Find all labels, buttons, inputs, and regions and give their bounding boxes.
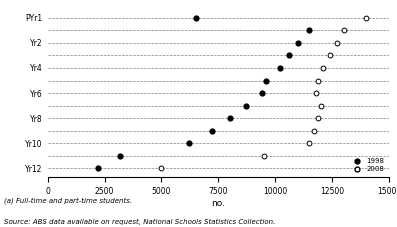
Point — [333, 41, 340, 45]
Point — [315, 116, 322, 120]
Point — [261, 154, 267, 158]
Point — [311, 129, 317, 133]
Point — [158, 166, 165, 170]
Point — [306, 141, 312, 145]
Point — [277, 66, 283, 70]
Point — [363, 16, 370, 20]
Point — [306, 29, 312, 32]
Point — [227, 116, 233, 120]
Point — [185, 141, 192, 145]
Point — [340, 29, 347, 32]
Point — [295, 41, 301, 45]
Point — [286, 54, 292, 57]
Point — [243, 104, 249, 107]
Text: Source: ABS data available on request, National Schools Statistics Collection.: Source: ABS data available on request, N… — [4, 219, 276, 225]
Point — [263, 79, 269, 82]
Point — [193, 16, 199, 20]
Point — [320, 66, 326, 70]
Point — [117, 154, 123, 158]
Point — [315, 79, 322, 82]
X-axis label: no.: no. — [211, 199, 225, 207]
Text: (a) Full-time and part-time students.: (a) Full-time and part-time students. — [4, 198, 132, 204]
Legend: 1998, 2008: 1998, 2008 — [349, 157, 385, 174]
Point — [258, 91, 265, 95]
Point — [313, 91, 320, 95]
Point — [94, 166, 101, 170]
Point — [327, 54, 333, 57]
Point — [208, 129, 215, 133]
Point — [318, 104, 324, 107]
